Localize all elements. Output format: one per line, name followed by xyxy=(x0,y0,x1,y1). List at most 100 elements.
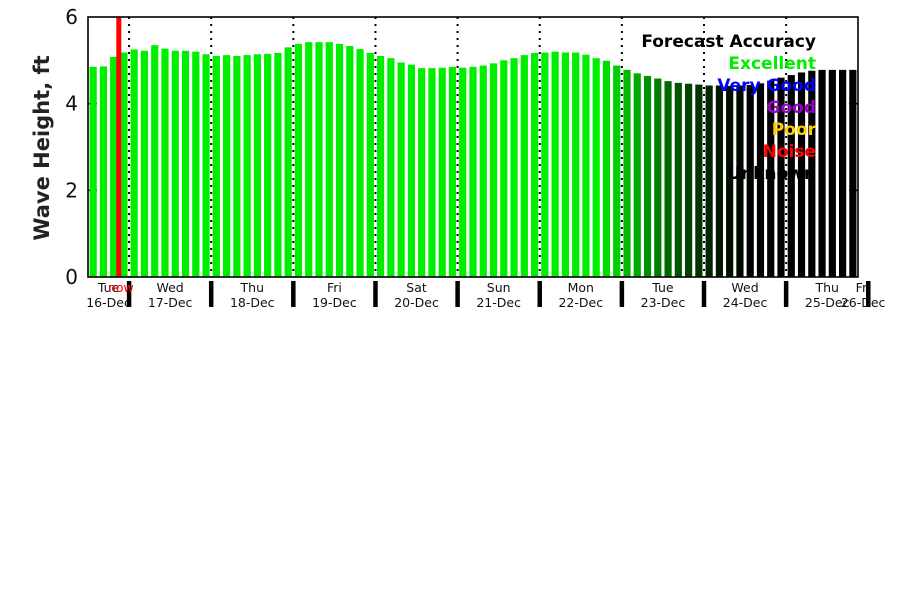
wave-height-bar xyxy=(746,85,754,277)
x-tick-date: 23-Dec xyxy=(641,295,686,310)
wave-height-bar xyxy=(685,83,693,277)
x-tick-date: 25-Dec xyxy=(805,295,850,310)
wave-height-bar xyxy=(407,64,415,277)
x-tick-day-name: Sun xyxy=(487,280,511,295)
x-tick-date: 18-Dec xyxy=(230,295,275,310)
wave-height-bar xyxy=(633,73,641,277)
x-tick-day-name: Tue xyxy=(97,280,120,295)
wave-height-bar xyxy=(828,69,836,278)
plot-frame xyxy=(87,16,859,278)
wave-height-bar xyxy=(305,42,313,277)
wave-height-bar xyxy=(377,56,385,277)
y-tick-label: 4 xyxy=(65,92,78,116)
wave-height-bar xyxy=(253,54,261,277)
x-tick-day-name: Wed xyxy=(731,280,758,295)
wave-height-bar xyxy=(818,69,826,278)
wave-height-bar xyxy=(438,67,446,277)
x-tick-date: 26-Dec xyxy=(841,295,886,310)
wave-height-bar xyxy=(120,52,128,277)
wave-height-bar xyxy=(736,85,744,277)
wave-height-bar xyxy=(695,84,703,277)
x-tick-date: 16-Dec xyxy=(86,295,131,310)
wave-height-bar xyxy=(592,58,600,277)
legend-entry-poor: Poor xyxy=(772,120,817,140)
x-tick-date: 20-Dec xyxy=(394,295,439,310)
wave-height-bar xyxy=(192,51,200,277)
wave-height-bar xyxy=(161,48,169,277)
wave-height-bar xyxy=(264,53,272,277)
wave-height-bar xyxy=(520,55,528,277)
wave-height-bar xyxy=(459,67,467,277)
wave-height-bar xyxy=(130,49,138,277)
x-tick-day-name: Fri xyxy=(327,280,342,295)
wave-height-bar xyxy=(787,75,795,277)
wave-height-bar xyxy=(582,54,590,278)
wave-height-bar xyxy=(243,55,251,277)
wave-height-bar xyxy=(469,66,477,277)
wave-height-bar xyxy=(561,52,569,277)
wave-height-bar xyxy=(212,56,220,277)
wave-height-bar xyxy=(202,54,210,277)
wave-height-bar xyxy=(181,50,190,277)
wave-height-bar xyxy=(284,47,292,277)
wave-height-bar xyxy=(294,43,303,278)
wave-height-bar xyxy=(448,66,457,277)
wave-height-bar xyxy=(223,55,231,277)
wave-height-bar xyxy=(654,78,662,277)
legend-entry-very-good: Very Good xyxy=(717,76,816,96)
wave-height-bar xyxy=(315,42,323,277)
day-divider-lines xyxy=(128,17,788,277)
wave-height-bar xyxy=(489,63,498,278)
wave-height-bar xyxy=(140,50,149,277)
wave-height-bar xyxy=(510,58,518,277)
wave-height-bar xyxy=(171,50,179,277)
y-tick-label: 2 xyxy=(65,178,78,202)
wave-height-bar xyxy=(849,69,857,278)
x-tick-day-name: Sat xyxy=(406,280,427,295)
wave-height-bar xyxy=(715,85,723,277)
bar-series xyxy=(89,42,857,278)
x-tick-day-name: Wed xyxy=(156,280,183,295)
wave-height-bar xyxy=(674,82,682,278)
wave-height-bar xyxy=(418,68,426,277)
x-tick-date: 21-Dec xyxy=(476,295,521,310)
wave-height-bar xyxy=(325,42,333,277)
y-axis-title: Wave Height, ft xyxy=(30,55,54,240)
now-label: now xyxy=(108,280,134,295)
x-axis-day-separators xyxy=(126,281,871,307)
wave-height-bar xyxy=(767,80,775,277)
y-tick-label: 6 xyxy=(65,5,78,29)
wave-height-bar xyxy=(602,60,611,277)
x-tick-day-name: Tue xyxy=(651,280,674,295)
wave-height-bar xyxy=(613,65,621,277)
wave-height-bar xyxy=(356,49,364,277)
legend-entry-excellent: Excellent xyxy=(728,54,816,74)
x-tick-date: 19-Dec xyxy=(312,295,357,310)
wave-height-bar xyxy=(551,51,559,277)
x-tick-date: 17-Dec xyxy=(148,295,193,310)
wave-height-bar xyxy=(839,69,847,278)
x-tick-day-name: Thu xyxy=(814,280,838,295)
x-axis-labels: Tue16-DecWed17-DecThu18-DecFri19-DecSat2… xyxy=(86,280,885,310)
wave-height-bar xyxy=(274,52,282,277)
wave-height-bar xyxy=(397,62,405,277)
x-tick-day-name: Fri xyxy=(856,280,871,295)
wave-height-bar xyxy=(705,85,713,277)
y-tick-label: 0 xyxy=(65,265,78,289)
wave-height-bar xyxy=(151,45,159,277)
wave-height-bar xyxy=(797,72,806,277)
wave-height-bar xyxy=(756,83,765,277)
wave-height-bar xyxy=(808,70,816,277)
legend-entry-noise: Noise xyxy=(763,142,816,162)
wave-height-bar xyxy=(541,52,549,277)
x-tick-date: 22-Dec xyxy=(558,295,603,310)
wave-height-bar xyxy=(643,75,652,278)
wave-height-bar xyxy=(479,65,487,277)
x-tick-date: 24-Dec xyxy=(723,295,768,310)
legend-title: Forecast Accuracy xyxy=(641,32,816,52)
wave-height-bar xyxy=(233,56,241,277)
wave-height-bar xyxy=(726,85,734,278)
legend-entry-good: Good xyxy=(767,98,816,118)
